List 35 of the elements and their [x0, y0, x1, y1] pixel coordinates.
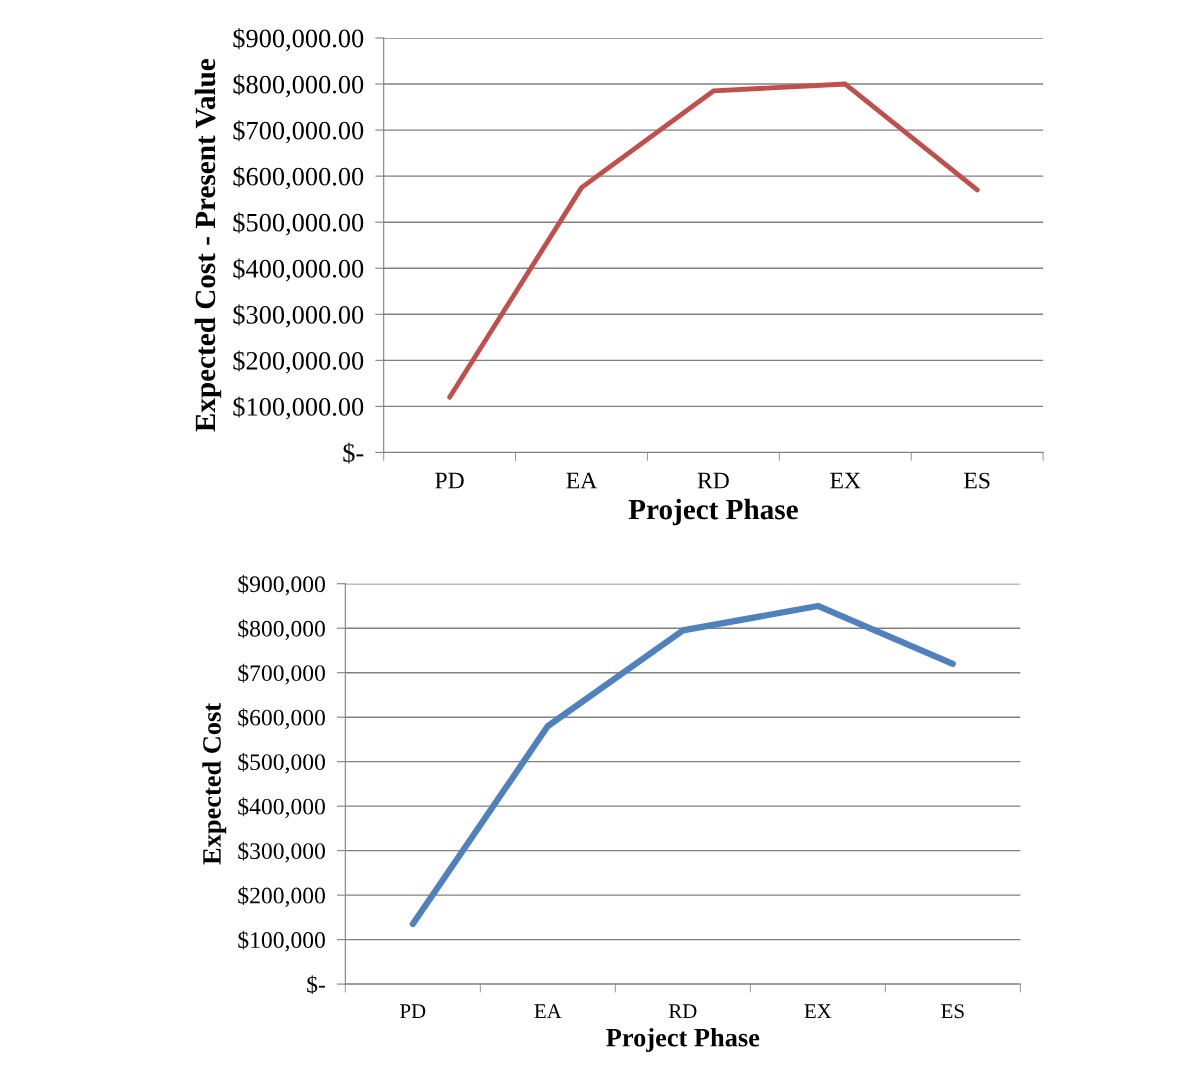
y-axis-title: Expected Cost	[202, 703, 227, 865]
y-tick-label: $300,000.00	[233, 304, 364, 328]
y-tick-label: $400,000	[238, 797, 325, 818]
x-axis-title: Project Phase	[628, 498, 798, 526]
y-tick-label: $300,000	[238, 841, 325, 863]
x-tick-label: RD	[668, 1004, 697, 1019]
x-tick-label: EX	[830, 472, 861, 489]
x-tick-label: PD	[435, 472, 464, 489]
x-tick-label: ES	[964, 472, 990, 489]
y-tick-label: $100,000.00	[233, 396, 364, 420]
x-tick-label: PD	[400, 1004, 426, 1019]
y-tick-label: $200,000	[238, 886, 325, 907]
x-axis-title: Project Phase	[606, 1027, 760, 1052]
y-tick-label: $700,000.00	[233, 120, 364, 144]
y-tick-label: $500,000.00	[233, 212, 364, 236]
line-series	[447, 81, 980, 400]
y-tick-label: $500,000	[238, 752, 325, 774]
x-tick-label: EA	[534, 1004, 562, 1018]
x-tick-label: RD	[697, 472, 729, 489]
x-tick-label: EA	[566, 472, 598, 489]
y-tick-label: $800,000.00	[233, 74, 364, 98]
y-tick-label: $200,000.00	[233, 350, 364, 374]
y-tick-label: $-	[307, 975, 326, 995]
y-tick-label: $100,000	[238, 930, 325, 952]
x-tick-label: ES	[941, 1004, 964, 1019]
y-axis-title: Expected Cost - Present Value	[194, 59, 222, 432]
y-tick-label: $400,000.00	[233, 258, 364, 282]
y-tick-label: $900,000	[238, 574, 325, 596]
x-tick-label: EX	[804, 1004, 832, 1018]
y-tick-label: $-	[343, 442, 364, 464]
y-tick-label: $600,000.00	[233, 166, 364, 190]
y-tick-label: $800,000	[238, 619, 325, 641]
y-tick-label: $900,000.00	[233, 28, 364, 52]
y-tick-label: $600,000	[238, 708, 325, 730]
y-tick-label: $700,000	[238, 663, 325, 685]
